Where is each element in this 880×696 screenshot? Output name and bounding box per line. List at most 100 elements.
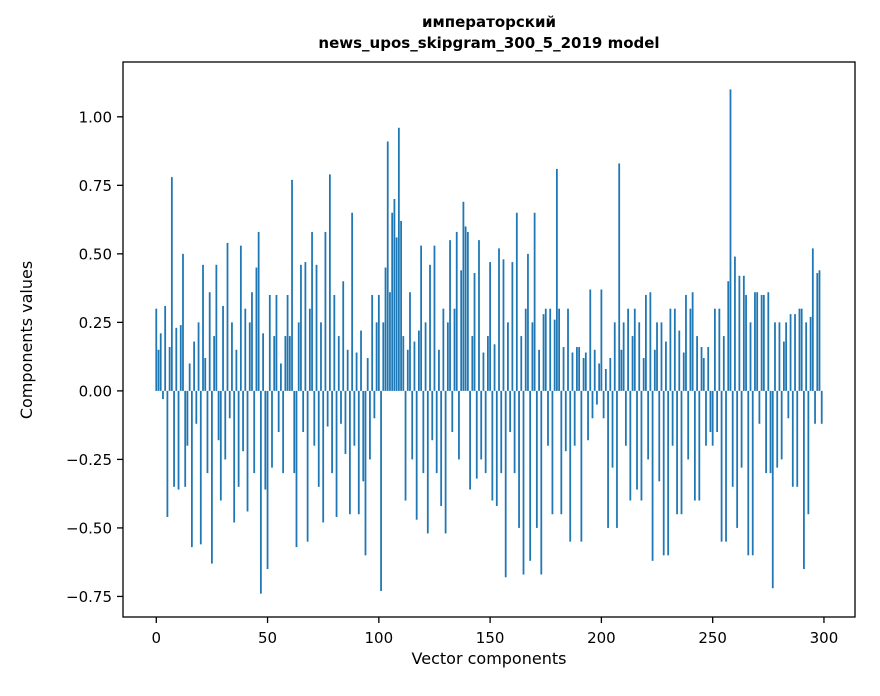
bar (553, 319, 556, 391)
bar (342, 281, 345, 391)
bar (264, 390, 267, 490)
bar (671, 390, 674, 446)
bar (224, 390, 227, 460)
x-tick-label: 150 (476, 629, 505, 647)
bar (335, 390, 338, 517)
bar (809, 316, 812, 391)
bar (507, 322, 509, 391)
bar (193, 341, 195, 391)
bar (219, 390, 222, 501)
bar (402, 336, 405, 391)
bar (555, 168, 558, 391)
bar (645, 294, 647, 391)
bar (406, 349, 409, 391)
bar (469, 390, 471, 490)
bar (816, 273, 819, 391)
bar (665, 341, 667, 391)
bar (647, 390, 650, 460)
bar (426, 390, 429, 534)
bar (638, 322, 641, 391)
bar (487, 336, 489, 391)
bar (393, 199, 396, 391)
bar (162, 390, 164, 400)
x-tick-label: 100 (365, 629, 394, 647)
bar (573, 390, 576, 446)
bar (320, 322, 322, 391)
bar (742, 275, 745, 391)
bar (622, 322, 625, 391)
bar (613, 322, 616, 391)
bar (415, 390, 418, 520)
bar (271, 390, 273, 468)
bar (280, 363, 282, 391)
bar (482, 352, 485, 391)
bar (602, 390, 605, 419)
bar (747, 390, 750, 556)
bar (598, 363, 601, 391)
x-tick-label: 300 (810, 629, 839, 647)
bar (798, 308, 801, 391)
bar (489, 262, 491, 391)
bar (522, 390, 525, 575)
bar (215, 264, 218, 391)
bar (315, 264, 318, 391)
bar (380, 390, 382, 591)
bar (331, 390, 333, 474)
bar (758, 390, 761, 424)
bar (736, 390, 739, 528)
bar (397, 127, 400, 391)
bar (404, 390, 407, 501)
bar (669, 308, 672, 391)
bar (237, 390, 240, 487)
bar (700, 347, 703, 391)
bar (576, 347, 578, 391)
bar (213, 336, 216, 391)
y-tick-label: 0.75 (79, 177, 112, 195)
bar (636, 390, 638, 490)
bar (564, 390, 567, 452)
bar (607, 390, 609, 528)
bar (571, 352, 574, 391)
bar (322, 390, 325, 523)
bar (313, 390, 316, 446)
bar (783, 341, 785, 391)
bar (495, 390, 498, 506)
y-tick-label: −0.50 (66, 519, 112, 537)
bar (633, 308, 636, 391)
bar (662, 390, 665, 556)
bar (513, 390, 516, 474)
bar (222, 305, 224, 391)
bar (691, 292, 694, 391)
bar (547, 390, 549, 446)
bar (302, 390, 305, 432)
bar (538, 349, 540, 391)
bar (785, 322, 788, 391)
bar (235, 349, 238, 391)
bar (211, 390, 213, 564)
bar (769, 390, 772, 474)
bar (188, 363, 191, 391)
bar (386, 141, 389, 391)
bar (705, 390, 707, 446)
bar (800, 308, 803, 391)
bar (228, 390, 231, 419)
bar (756, 292, 759, 391)
bar (567, 308, 569, 391)
bar (729, 89, 732, 391)
bar (584, 352, 587, 391)
bar (166, 390, 169, 517)
y-tick-label: 0.25 (79, 314, 112, 332)
bar (202, 264, 204, 391)
bar (455, 231, 458, 391)
bar (458, 390, 460, 460)
bar (384, 267, 387, 391)
bar (360, 330, 362, 391)
bar (155, 308, 158, 391)
bar (259, 390, 262, 594)
bar (774, 322, 776, 391)
bar (778, 322, 781, 391)
bar (400, 220, 402, 391)
bar (578, 347, 581, 391)
bar (498, 248, 500, 391)
bar (549, 308, 552, 391)
